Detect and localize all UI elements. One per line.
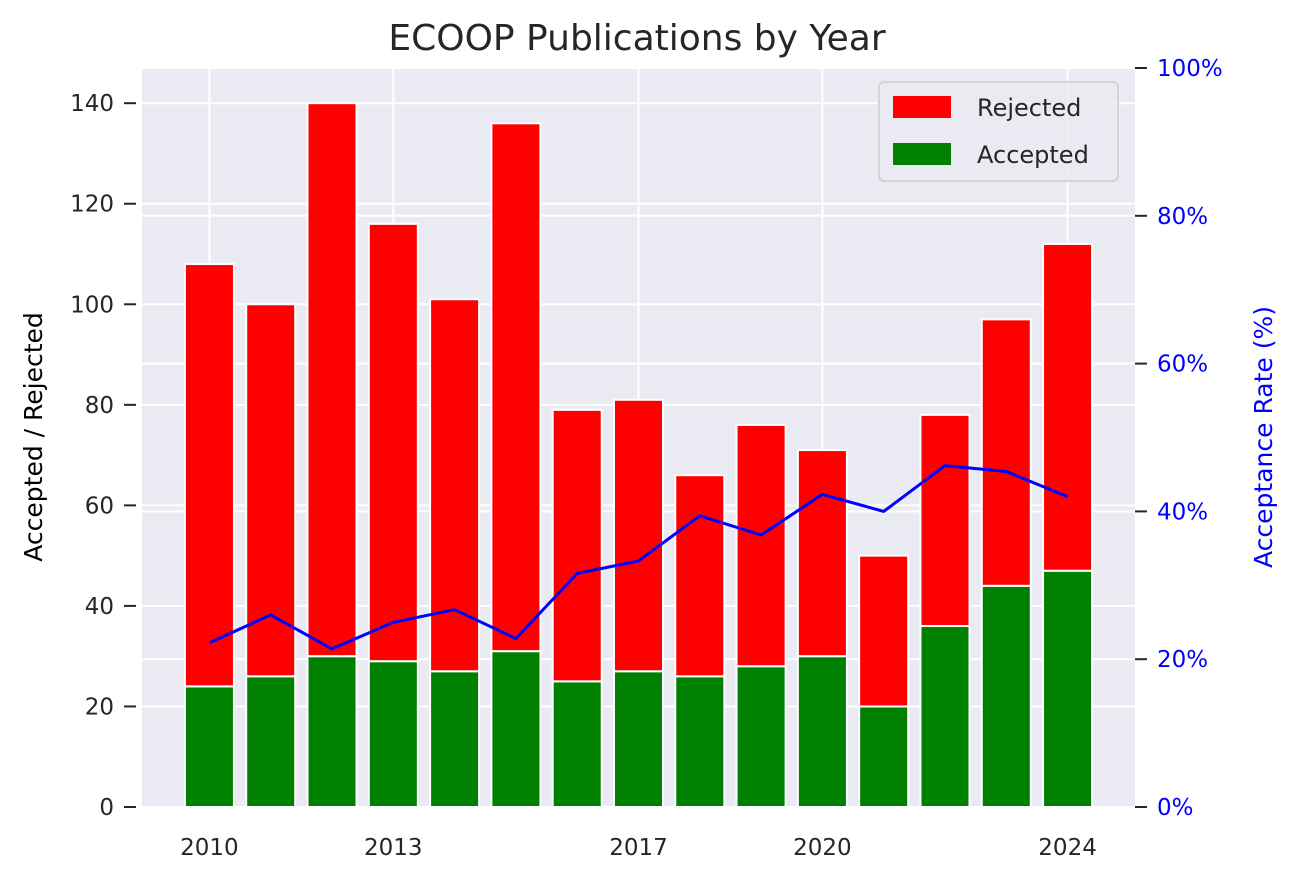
y-tick-label: 120 xyxy=(70,192,114,218)
bar-accepted xyxy=(674,675,726,809)
bar-accepted xyxy=(490,650,542,808)
x-axis: 2010 2013 2017 2020 2024 xyxy=(180,835,1097,861)
bar-accepted xyxy=(183,685,235,808)
chart-title: ECOOP Publications by Year xyxy=(388,18,885,59)
y2-tick-label: 60% xyxy=(1157,352,1208,378)
y-axis-label: Accepted / Rejected xyxy=(19,312,48,562)
bar-accepted xyxy=(735,665,787,808)
legend-swatch-rejected xyxy=(893,96,951,118)
right-axis: 0% 20% 40% 60% 80% 100% xyxy=(1135,56,1223,821)
left-axis: 0 20 40 60 80 100 120 140 xyxy=(70,91,136,821)
y-tick-label: 0 xyxy=(99,795,114,821)
y-tick-label: 40 xyxy=(85,594,114,620)
x-tick-label: 2020 xyxy=(793,835,852,861)
bar-accepted xyxy=(858,705,910,809)
legend-label-accepted: Accepted xyxy=(977,141,1089,169)
bar-accepted xyxy=(429,670,481,809)
bar-rejected xyxy=(980,318,1032,587)
acceptance-rate-line xyxy=(208,464,1069,651)
x-tick-label: 2013 xyxy=(364,835,423,861)
bar-accepted xyxy=(612,670,665,809)
x-tick-label: 2024 xyxy=(1038,835,1097,861)
y-tick-label: 140 xyxy=(70,91,114,117)
bar-accepted xyxy=(367,660,419,808)
bars xyxy=(183,102,1094,809)
y-tick-label: 80 xyxy=(85,393,114,419)
bar-accepted xyxy=(980,584,1032,809)
bar-rejected xyxy=(735,423,787,668)
bar-rejected xyxy=(429,298,481,673)
y2-axis-label: Acceptance Rate (%) xyxy=(1249,306,1278,568)
y2-tick-label: 80% xyxy=(1157,204,1208,230)
bar-accepted xyxy=(796,655,848,808)
bar-rejected xyxy=(1042,242,1094,572)
bar-rejected xyxy=(612,398,665,673)
bar-rejected xyxy=(919,413,971,628)
y2-tick-label: 0% xyxy=(1157,795,1194,821)
y2-tick-label: 100% xyxy=(1157,56,1223,82)
bar-accepted xyxy=(1042,569,1094,808)
y-tick-label: 100 xyxy=(70,292,114,318)
bar-rejected xyxy=(245,303,297,678)
legend-label-rejected: Rejected xyxy=(977,94,1081,122)
bar-rejected xyxy=(551,408,603,683)
y2-tick-label: 40% xyxy=(1157,499,1208,525)
bar-rejected xyxy=(367,222,419,663)
x-tick-label: 2010 xyxy=(180,835,239,861)
y2-tick-label: 20% xyxy=(1157,647,1208,673)
y-tick-label: 20 xyxy=(85,694,114,720)
bar-rejected xyxy=(183,263,235,688)
legend-swatch-accepted xyxy=(893,143,951,165)
legend: Rejected Accepted xyxy=(878,81,1119,182)
bar-accepted xyxy=(551,680,603,808)
bar-accepted xyxy=(919,625,971,808)
bar-rejected xyxy=(674,474,726,678)
bar-rejected xyxy=(858,554,910,708)
bar-rejected xyxy=(306,102,358,658)
bar-accepted xyxy=(245,675,297,809)
acceptance-rate-line-group xyxy=(208,464,1069,651)
bar-accepted xyxy=(306,655,358,808)
bar-rejected xyxy=(490,122,542,653)
x-tick-label: 2017 xyxy=(609,835,668,861)
bar-rejected xyxy=(796,449,848,658)
y-tick-label: 60 xyxy=(85,493,114,519)
